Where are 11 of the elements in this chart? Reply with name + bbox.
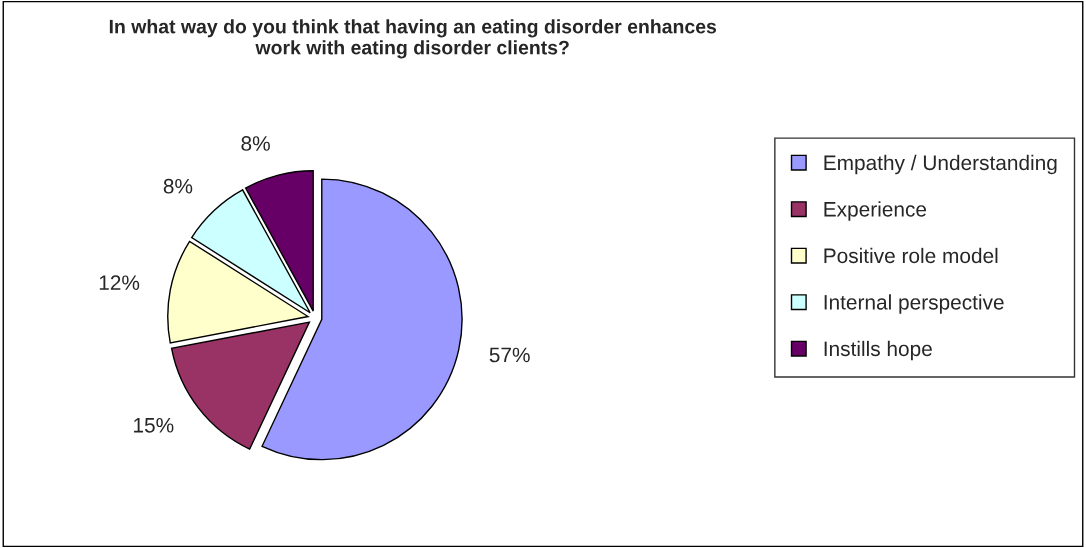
data-label: 15% — [134, 417, 174, 433]
legend-label: Experience — [824, 201, 927, 221]
legend-label: Instills hope — [824, 340, 932, 361]
data-label: 12% — [99, 275, 140, 290]
chart-title: In what way do you think that having an eating disorder enhances work with eating disorder clients? — [109, 19, 717, 59]
data-label: 57% — [489, 347, 530, 363]
data-label: 8% — [163, 178, 193, 194]
legend-label: Empathy / Understanding — [824, 154, 1057, 175]
legend-label: Internal perspective — [824, 294, 1004, 314]
data-label: 8% — [241, 136, 270, 151]
legend-label: Positive role model — [824, 247, 998, 264]
